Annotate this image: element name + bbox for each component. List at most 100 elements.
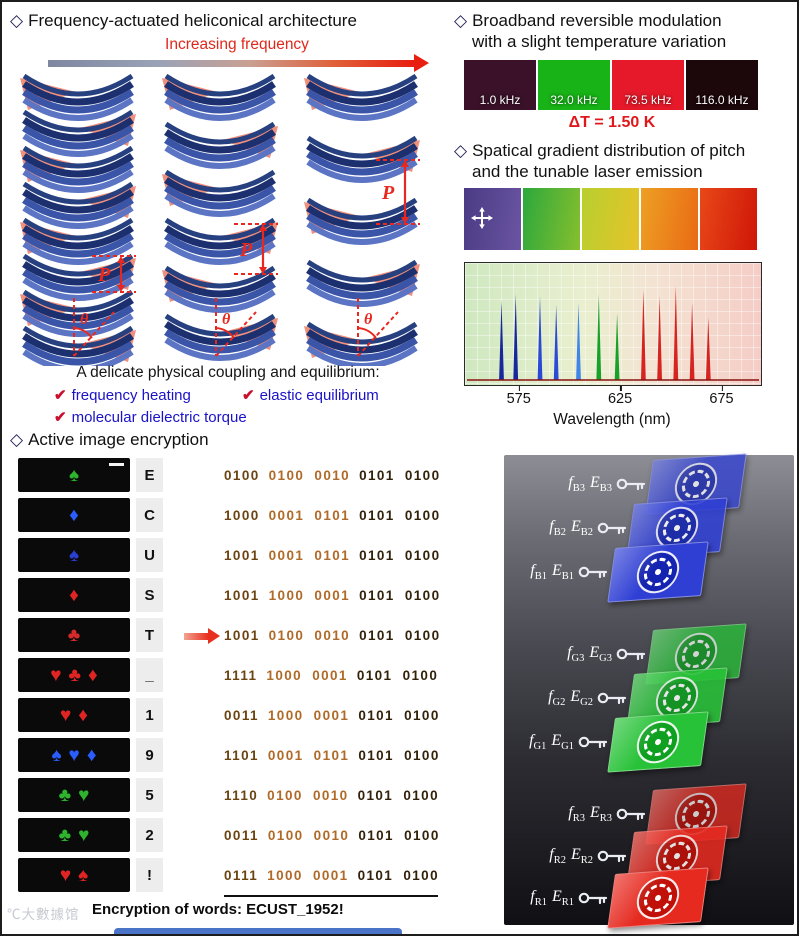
card-image: ♣ bbox=[18, 618, 130, 652]
frequency-color-swatches: 1.0 kHz 32.0 kHz 73.5 kHz 116.0 kHz bbox=[464, 60, 758, 110]
suit-symbols: ♥♦ bbox=[60, 704, 95, 726]
letter-cell: U bbox=[136, 538, 163, 572]
film-label: fR3 ER3 bbox=[568, 803, 612, 825]
letter-cell: C bbox=[136, 498, 163, 532]
letter-cell: E bbox=[136, 458, 163, 492]
key-icon bbox=[578, 892, 608, 905]
binary-code-row: 0100 0100 0010 0101 0100 bbox=[224, 467, 441, 483]
key-icon bbox=[578, 566, 608, 579]
diamond-bullet: ◇ bbox=[454, 141, 468, 160]
film-label: fG1 EG1 bbox=[529, 731, 574, 753]
gear-icon bbox=[642, 882, 674, 914]
theta-label: θ bbox=[80, 311, 89, 328]
card-image: ♥♦ bbox=[18, 698, 130, 732]
letter-cell: 5 bbox=[136, 778, 163, 812]
gradient-panel bbox=[464, 188, 521, 250]
check-molecular-dielectric-torque: ✔ molecular dielectric torque bbox=[54, 408, 247, 426]
letter-cell: 2 bbox=[136, 818, 163, 852]
film-row: fB1 EB1 bbox=[508, 541, 709, 603]
binary-code-row: 1000 0001 0101 0101 0100 bbox=[224, 507, 441, 523]
card-image: ♣♥ bbox=[18, 778, 130, 812]
film-row: fR1 ER1 bbox=[508, 867, 709, 929]
card-image: ♦ bbox=[18, 578, 130, 612]
film-row: fR3 ER3 bbox=[546, 783, 747, 845]
encrypted-films-panel: fB3 EB3 fB2 EB2 fB1 EB1 fG3 EG3 bbox=[504, 453, 794, 929]
swatch-label: 1.0 kHz bbox=[479, 93, 521, 107]
gear-icon bbox=[661, 512, 693, 544]
film-label: fG2 EG2 bbox=[548, 687, 593, 709]
suit-symbols: ♣♥ bbox=[58, 784, 97, 806]
theta-label: θ bbox=[364, 311, 373, 328]
card-image: ♦ bbox=[18, 498, 130, 532]
binary-code-row: 1111 1000 0001 0101 0100 bbox=[224, 667, 439, 683]
letter-cell: T bbox=[136, 618, 163, 652]
film-label: fB1 EB1 bbox=[530, 561, 574, 583]
swatch-116khz: 116.0 kHz bbox=[686, 60, 758, 110]
logo-emblem bbox=[634, 549, 682, 595]
encode-arrow bbox=[184, 628, 220, 644]
section-title-gradient: ◇ Spatical gradient distribution of pitch… bbox=[454, 140, 794, 182]
suit-symbols: ♦ bbox=[69, 504, 86, 526]
x-axis-label: Wavelength (nm) bbox=[553, 411, 671, 428]
watermark: ℃大數據馆 bbox=[7, 907, 80, 922]
binary-code-row: 1001 1000 0001 0101 0100 bbox=[224, 587, 441, 603]
gear-icon bbox=[642, 556, 674, 588]
film-row: fG3 EG3 bbox=[546, 623, 747, 685]
cropped-blue-bar bbox=[114, 928, 402, 934]
card-image-column: ♠ ♦ ♠ ♦ ♣ ♥♣♦ ♥♦ ♠♥♦ ♣♥ ♣♥ ♥♠ bbox=[18, 458, 130, 892]
gradient-panel bbox=[523, 188, 580, 250]
section-title-encryption: ◇ Active image encryption bbox=[10, 429, 209, 450]
coupling-intro-text: A delicate physical coupling and equilib… bbox=[76, 364, 380, 381]
x-axis-ticks: 575 625 675 bbox=[464, 386, 764, 410]
suit-symbols: ♥♣♦ bbox=[50, 664, 105, 686]
check-icon: ✔ bbox=[242, 387, 255, 404]
key-icon bbox=[597, 522, 627, 535]
x-tick: 675 bbox=[709, 386, 734, 407]
film-row: fB3 EB3 bbox=[546, 453, 747, 515]
film-label: fG3 EG3 bbox=[567, 643, 612, 665]
gradient-panel bbox=[700, 188, 757, 250]
suit-symbols: ♥♠ bbox=[59, 864, 96, 886]
frequency-gradient-arrow bbox=[48, 54, 429, 72]
encryption-caption: Encryption of words: ECUST_1952! bbox=[92, 901, 344, 918]
section-title-heliconical: ◇ Frequency-actuated heliconical architec… bbox=[10, 10, 357, 31]
film-label: fB2 EB2 bbox=[549, 517, 593, 539]
encrypted-film bbox=[607, 867, 709, 929]
section-title-text: Frequency-actuated heliconical architect… bbox=[28, 11, 357, 30]
card-image: ♥♣♦ bbox=[18, 658, 130, 692]
x-tick: 575 bbox=[506, 386, 531, 407]
lasing-spectrum-chart: 575 625 675 Wavelength (nm) bbox=[464, 262, 764, 429]
gear-icon bbox=[680, 798, 712, 830]
suit-symbols: ♣ bbox=[67, 624, 88, 646]
film-label: fR2 ER2 bbox=[549, 845, 593, 867]
spectrum-peaks bbox=[467, 285, 759, 381]
heliconical-structures: P θ P θ bbox=[20, 74, 420, 366]
suit-symbols: ♠ bbox=[68, 464, 87, 486]
swatch-label: 32.0 kHz bbox=[550, 93, 598, 107]
section-title-text: Active image encryption bbox=[28, 430, 209, 449]
section-title-text: Broadband reversible modulation bbox=[472, 11, 722, 30]
card-image: ♠ bbox=[18, 538, 130, 572]
suit-symbols: ♠♥♦ bbox=[51, 744, 104, 766]
section-title-text: Spatical gradient distribution of pitch bbox=[472, 141, 746, 160]
key-icon bbox=[578, 736, 608, 749]
film-row: fB2 EB2 bbox=[527, 497, 728, 559]
letter-column: E C U S T _ 1 9 5 2 ! bbox=[136, 458, 163, 892]
film-row: fG1 EG1 bbox=[508, 711, 709, 773]
key-icon bbox=[597, 850, 627, 863]
card-image: ♠ bbox=[18, 458, 130, 492]
swatch-1khz: 1.0 kHz bbox=[464, 60, 536, 110]
encrypted-film bbox=[607, 711, 709, 773]
gear-icon bbox=[661, 682, 693, 714]
gear-icon bbox=[642, 726, 674, 758]
pitch-gradient-strip bbox=[464, 188, 757, 250]
swatch-label: 73.5 kHz bbox=[624, 93, 672, 107]
helix-long-pitch: P θ bbox=[304, 76, 420, 366]
diamond-bullet: ◇ bbox=[10, 430, 24, 449]
swatch-32khz: 32.0 kHz bbox=[538, 60, 610, 110]
section-title-broadband: ◇ Broadband reversible modulation with a … bbox=[454, 10, 794, 52]
card-image: ♥♠ bbox=[18, 858, 130, 892]
film-row: fG2 EG2 bbox=[527, 667, 728, 729]
logo-emblem bbox=[634, 875, 682, 921]
